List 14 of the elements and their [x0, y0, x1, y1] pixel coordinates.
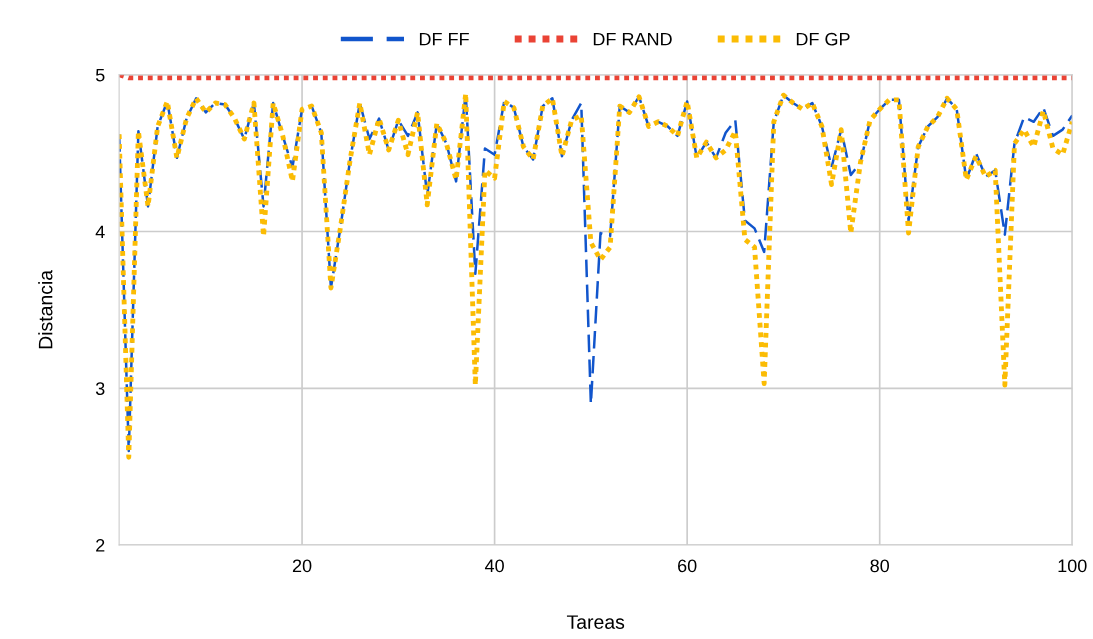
- legend-label: DF FF: [419, 32, 469, 46]
- x-tick-label: 80: [870, 559, 890, 573]
- y-axis-title: Distancia: [38, 269, 53, 349]
- legend-label: DF GP: [796, 32, 850, 46]
- y-tick-label: 3: [95, 382, 105, 396]
- legend-label: DF RAND: [593, 32, 672, 46]
- x-tick-label: 100: [1058, 559, 1087, 573]
- x-tick-label: 60: [678, 559, 697, 573]
- x-tick-label: 20: [292, 559, 312, 573]
- y-tick-label: 5: [95, 68, 105, 82]
- x-axis-title: Tareas: [566, 615, 625, 629]
- y-tick-label: 4: [95, 225, 105, 239]
- x-tick-label: 40: [484, 559, 504, 573]
- y-tick-label: 2: [96, 539, 105, 552]
